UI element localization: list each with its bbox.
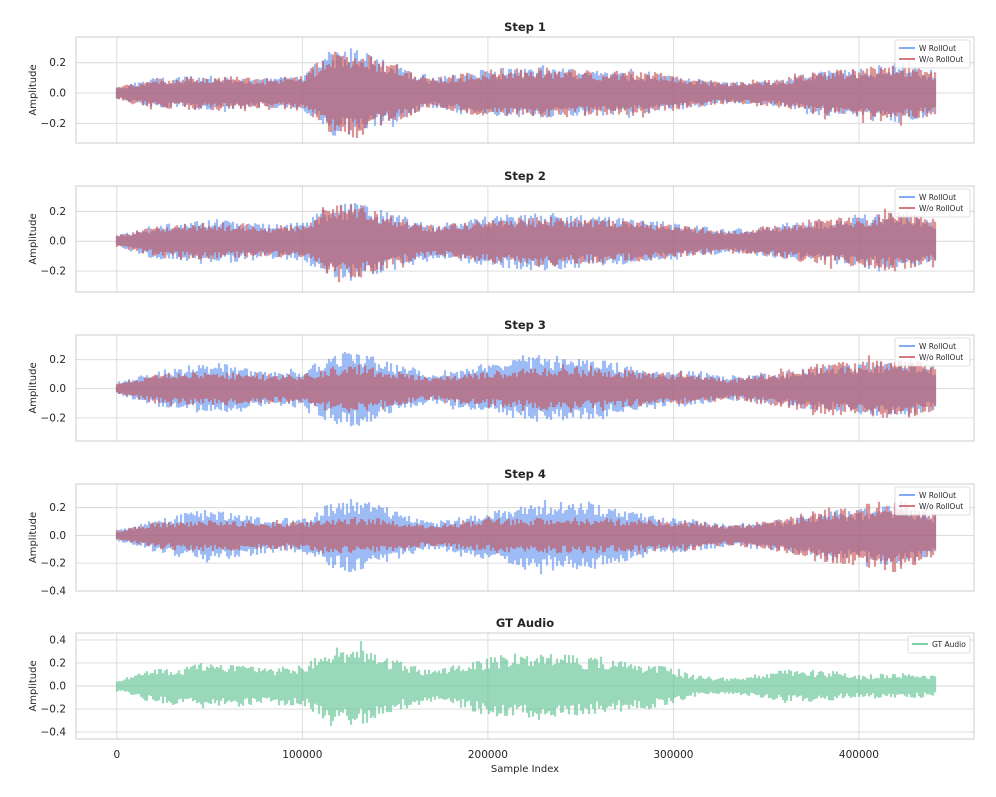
y-tick-label: −0.2 bbox=[41, 118, 67, 130]
y-tick-label: −0.2 bbox=[41, 704, 67, 716]
x-tick-label: 200000 bbox=[468, 749, 508, 761]
legend-label: W/o RollOut bbox=[919, 55, 963, 64]
y-tick-label: 0.4 bbox=[49, 634, 66, 646]
x-tick-label: 300000 bbox=[653, 749, 693, 761]
subplot-title: Step 3 bbox=[504, 318, 546, 332]
legend-box bbox=[894, 337, 971, 367]
y-tick-label: 0.2 bbox=[49, 206, 66, 218]
y-tick-label: −0.2 bbox=[41, 412, 67, 424]
legend-label: W/o RollOut bbox=[919, 204, 963, 213]
legend-box bbox=[894, 486, 971, 516]
y-axis-label: Amplitude bbox=[28, 512, 39, 563]
subplot-3: −0.2 0.0 0.2 Step 3 Amplitude W RollOut W/o Ro… bbox=[28, 318, 975, 442]
y-axis-label: Amplitude bbox=[28, 362, 39, 413]
plot-frame bbox=[75, 632, 975, 740]
y-tick-label: −0.4 bbox=[41, 586, 67, 598]
y-tick-label: 0.0 bbox=[49, 681, 66, 693]
legend-box bbox=[894, 188, 971, 218]
x-tick-label: 0 bbox=[113, 749, 120, 761]
legend-label: W/o RollOut bbox=[919, 353, 963, 362]
plot-frame bbox=[75, 36, 975, 144]
x-tick-label: 400000 bbox=[839, 749, 879, 761]
y-tick-label: 0.2 bbox=[49, 57, 66, 69]
legend: GT Audio bbox=[907, 635, 971, 654]
subplot-1: −0.2 0.0 0.2 Step 1 Amplitude W RollOut W/o Ro… bbox=[28, 20, 975, 144]
subplot-title: Step 2 bbox=[504, 169, 546, 183]
subplot-4: −0.4 −0.2 0.0 0.2 Step 4 Amplitude W RollOut W/… bbox=[28, 467, 975, 598]
series-waveform-2 bbox=[115, 501, 937, 572]
y-tick-label: 0.0 bbox=[49, 383, 66, 395]
y-tick-label: −0.2 bbox=[41, 558, 67, 570]
legend-label: W RollOut bbox=[919, 193, 956, 202]
y-tick-label: 0.2 bbox=[49, 354, 66, 366]
series-waveform-2 bbox=[115, 51, 937, 138]
y-axis-label: Amplitude bbox=[28, 660, 39, 711]
legend-label: W RollOut bbox=[919, 342, 956, 351]
series-waveform-2 bbox=[115, 204, 937, 283]
y-tick-label: −0.4 bbox=[41, 727, 67, 739]
legend: W RollOut W/o RollOut bbox=[894, 39, 971, 69]
plot-frame bbox=[75, 334, 975, 442]
subplot-title: GT Audio bbox=[496, 616, 554, 630]
y-tick-label: 0.0 bbox=[49, 236, 66, 248]
legend-label: W RollOut bbox=[919, 491, 956, 500]
legend-label: W RollOut bbox=[919, 44, 956, 53]
y-tick-label: 0.2 bbox=[49, 657, 66, 669]
legend-label: GT Audio bbox=[932, 640, 966, 649]
plot-frame bbox=[75, 185, 975, 293]
legend-label: W/o RollOut bbox=[919, 502, 963, 511]
y-tick-label: 0.2 bbox=[49, 502, 66, 514]
subplot-title: Step 4 bbox=[504, 467, 546, 481]
y-tick-label: 0.0 bbox=[49, 88, 66, 100]
y-axis-label: Amplitude bbox=[28, 64, 39, 115]
subplot-2: −0.2 0.0 0.2 Step 2 Amplitude W RollOut W/o Ro… bbox=[28, 169, 975, 293]
series-waveform-2 bbox=[115, 355, 937, 418]
plot-frame bbox=[75, 483, 975, 592]
legend: W RollOut W/o RollOut bbox=[894, 188, 971, 218]
legend-box bbox=[894, 39, 971, 69]
y-tick-label: −0.2 bbox=[41, 266, 67, 278]
y-tick-label: 0.0 bbox=[49, 530, 66, 542]
legend: W RollOut W/o RollOut bbox=[894, 486, 971, 516]
legend: W RollOut W/o RollOut bbox=[894, 337, 971, 367]
x-axis-label: Sample Index bbox=[491, 764, 559, 775]
subplot-title: Step 1 bbox=[504, 20, 546, 34]
subplot-5: −0.4 −0.2 0.0 0.2 0.4 0 100000 200000 300000 4000… bbox=[28, 616, 975, 775]
legend-box bbox=[907, 635, 971, 654]
series-waveform-1 bbox=[115, 641, 937, 726]
y-axis-label: Amplitude bbox=[28, 213, 39, 264]
x-tick-label: 100000 bbox=[282, 749, 322, 761]
